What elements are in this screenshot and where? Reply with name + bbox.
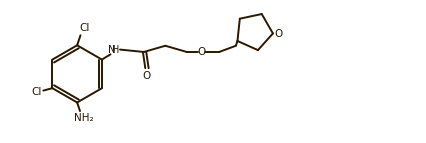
Text: O: O <box>274 29 282 39</box>
Text: NH₂: NH₂ <box>75 113 94 123</box>
Text: Cl: Cl <box>79 23 89 33</box>
Text: O: O <box>143 71 151 81</box>
Text: N: N <box>108 45 115 55</box>
Text: O: O <box>197 47 206 57</box>
Text: Cl: Cl <box>32 88 42 98</box>
Text: H: H <box>112 45 119 55</box>
